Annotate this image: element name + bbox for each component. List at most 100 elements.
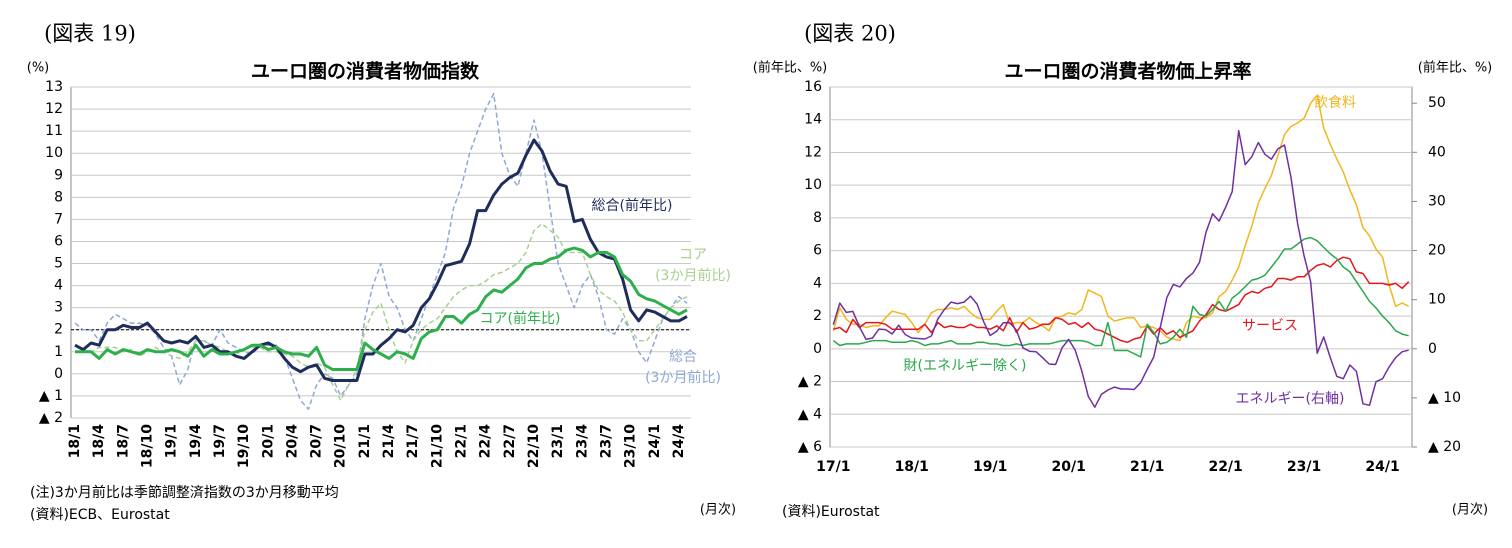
y2-tick-label: 30	[1428, 193, 1446, 209]
y-tick-label: 1	[54, 344, 63, 360]
x-tick-label: 19/1	[973, 459, 1007, 475]
y-tick-label: 6	[813, 243, 822, 259]
source: (資料)Eurostat	[782, 504, 880, 520]
x-tick-label: 23/7	[598, 424, 614, 458]
x-tick-label: 20/7	[309, 424, 325, 458]
y-tick-label: ▲ 1	[39, 388, 63, 404]
series-label: コア (3か月前比)	[655, 247, 731, 284]
y-tick-label: ▲ 2	[798, 374, 822, 390]
series-label: 総合(前年比)	[591, 198, 673, 214]
x-tick-label: 21/10	[429, 424, 445, 468]
x-tick-label: 18/4	[91, 424, 107, 459]
note: (注)3か月前比は季節調整済指数の3か月移動平均	[30, 484, 339, 501]
x-tick-label: 23/10	[623, 424, 639, 468]
y-tick-label: ▲ 2	[39, 410, 63, 426]
y-tick-label: ▲ 6	[798, 439, 822, 455]
x-tick-label: 22/7	[502, 424, 518, 458]
y2-unit: (前年比、%)	[1418, 60, 1493, 76]
series-label: エネルギー(右軸)	[1235, 391, 1345, 407]
x-tick-label: 20/1	[1052, 459, 1086, 475]
x-tick-label: 20/1	[260, 424, 276, 458]
series-label: コア(前年比)	[479, 311, 561, 327]
source: (資料)ECB、Eurostat	[30, 507, 170, 523]
y2-tick-label: ▲ 10	[1428, 390, 1461, 406]
x-tick-label: 17/1	[816, 459, 850, 475]
x-tick-label: 21/1	[357, 424, 373, 458]
y-tick-label: 4	[54, 278, 63, 294]
y-unit: (前年比、%)	[753, 60, 828, 76]
y-tick-label: 6	[54, 233, 63, 249]
series-label: 飲食料	[1314, 95, 1356, 111]
chart-title: ユーロ圏の消費者物価指数	[251, 60, 480, 83]
y-tick-label: 7	[54, 211, 63, 227]
x-tick-label: 23/1	[550, 424, 566, 458]
x-unit: (月次)	[700, 502, 736, 518]
figure-label: (図表 19)	[44, 22, 136, 46]
chart-title: ユーロ圏の消費者物価上昇率	[1004, 60, 1251, 83]
y-tick-label: 0	[813, 341, 822, 357]
series-label: 財(エネルギー除く)	[903, 358, 1027, 374]
figure-label: (図表 20)	[804, 22, 896, 46]
y-tick-label: 2	[54, 322, 63, 338]
y-tick-label: 8	[813, 210, 822, 226]
y2-tick-label: 10	[1428, 292, 1446, 308]
series-line	[74, 138, 688, 382]
y-tick-label: 9	[54, 167, 63, 183]
series-line	[74, 223, 688, 402]
series-line	[832, 129, 1409, 408]
y-unit: (%)	[27, 61, 50, 76]
series-line	[75, 246, 688, 371]
y-tick-label: 13	[45, 79, 63, 95]
y2-tick-label: 0	[1428, 341, 1437, 357]
y-tick-label: 5	[54, 256, 63, 272]
x-tick-label: 18/1	[67, 424, 83, 458]
x-tick-label: 21/1	[1130, 459, 1164, 475]
y-tick-label: 11	[45, 123, 63, 139]
series-line	[833, 256, 1410, 344]
series-label: サービス	[1242, 318, 1298, 334]
y-tick-label: 12	[804, 144, 822, 160]
series-line	[74, 92, 688, 410]
x-tick-label: 24/1	[1365, 459, 1399, 475]
y2-tick-label: 40	[1428, 144, 1446, 160]
x-tick-label: 22/4	[478, 424, 494, 459]
y-tick-label: 3	[54, 300, 63, 316]
y-tick-label: 10	[45, 145, 63, 161]
x-tick-label: 21/7	[405, 424, 421, 458]
y2-tick-label: ▲ 20	[1428, 439, 1461, 455]
y-tick-label: 12	[45, 101, 63, 117]
x-tick-label: 18/10	[139, 424, 155, 468]
y2-tick-label: 50	[1428, 95, 1446, 111]
x-tick-label: 19/4	[188, 424, 204, 459]
x-tick-label: 23/4	[574, 424, 590, 459]
x-tick-label: 20/4	[284, 424, 300, 459]
x-unit: (月次)	[1452, 502, 1488, 518]
series-label: 総合 (3か月前比)	[645, 349, 721, 386]
y-tick-label: 4	[813, 275, 822, 291]
x-tick-label: 18/7	[115, 424, 131, 458]
x-tick-label: 19/1	[164, 424, 180, 458]
y-tick-label: 16	[804, 79, 822, 95]
x-tick-label: 20/10	[333, 424, 349, 468]
y-tick-label: 8	[54, 189, 63, 205]
series-line	[832, 94, 1410, 342]
x-tick-label: 22/1	[1208, 459, 1242, 475]
y-tick-label: 14	[804, 112, 822, 128]
y2-tick-label: 20	[1428, 243, 1446, 259]
x-tick-label: 23/1	[1287, 459, 1321, 475]
x-tick-label: 22/1	[454, 424, 470, 458]
x-tick-label: 22/10	[526, 424, 542, 468]
x-tick-label: 19/10	[236, 424, 252, 468]
y-tick-label: 2	[813, 308, 822, 324]
x-tick-label: 19/7	[212, 424, 228, 458]
series-line	[832, 236, 1409, 358]
x-tick-label: 24/1	[647, 424, 663, 458]
y-tick-label: 10	[804, 177, 822, 193]
x-tick-label: 18/1	[895, 459, 929, 475]
x-tick-label: 21/4	[381, 424, 397, 459]
y-tick-label: 0	[54, 366, 63, 382]
y-tick-label: ▲ 4	[798, 406, 822, 422]
x-tick-label: 24/4	[671, 424, 687, 459]
